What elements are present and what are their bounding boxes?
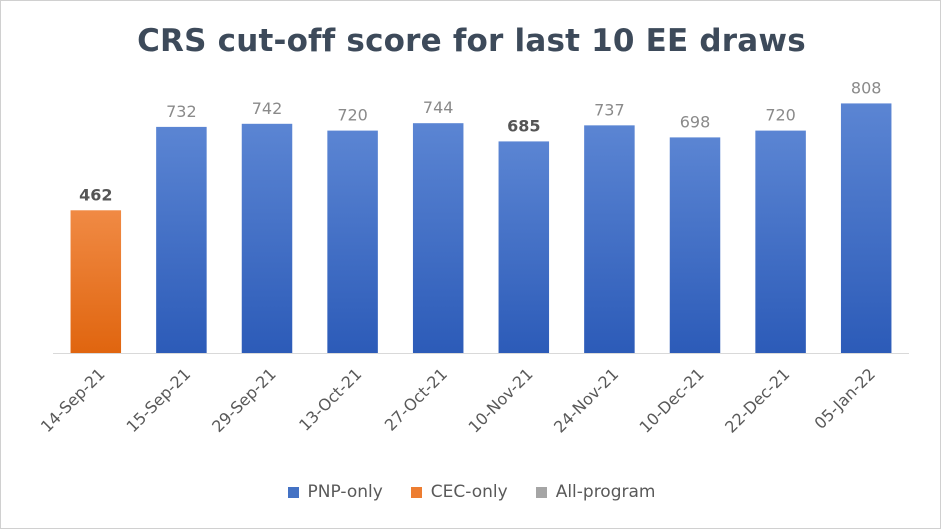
bar-24-Nov-21	[584, 125, 635, 353]
legend-swatch-pnp-only	[287, 486, 299, 498]
x-tick-label-27-Oct-21: 27-Oct-21	[381, 364, 451, 434]
bar-10-Dec-21	[669, 137, 721, 353]
legend-item-pnp-only: PNP-only	[287, 482, 383, 502]
chart-title: CRS cut-off score for last 10 EE draws	[137, 23, 806, 59]
bar-10-Nov-21	[498, 141, 550, 353]
x-tick-label-13-Oct-21: 13-Oct-21	[295, 364, 365, 434]
bar-15-Sep-21	[156, 126, 207, 353]
data-label-15-Sep-21: 732	[166, 102, 197, 121]
x-tick-labels-layer: 14-Sep-21 15-Sep-21 29-Sep-21 13-Oct-21 27-O…	[37, 364, 879, 436]
data-label-29-Sep-21: 742	[252, 99, 283, 118]
data-label-05-Jan-22: 808	[851, 78, 882, 97]
x-tick-label-22-Dec-21: 22-Dec-21	[721, 364, 793, 436]
x-tick-label-24-Nov-21: 24-Nov-21	[550, 364, 622, 436]
data-label-24-Nov-21: 737	[594, 100, 625, 119]
bar-22-Dec-21	[755, 130, 806, 353]
bar-29-Sep-21	[241, 123, 293, 353]
bar-27-Oct-21	[412, 123, 464, 353]
data-labels-layer: 462 732 742 720 744 685 737 698 720 808	[79, 78, 881, 204]
x-tick-label-10-Dec-21: 10-Dec-21	[636, 364, 708, 436]
bar-14-Sep-21	[70, 210, 122, 353]
bar-05-Jan-22	[840, 103, 892, 353]
legend-item-all-program: All-program	[535, 482, 656, 502]
x-tick-label-15-Sep-21: 15-Sep-21	[123, 364, 195, 436]
legend: PNP-only CEC-only All-program	[1, 482, 941, 502]
x-tick-label-10-Nov-21: 10-Nov-21	[464, 364, 536, 436]
legend-label-cec-only: CEC-only	[430, 482, 508, 502]
legend-item-cec-only: CEC-only	[410, 482, 508, 502]
legend-label-all-program: All-program	[555, 482, 656, 502]
data-label-10-Dec-21: 698	[680, 112, 711, 131]
x-tick-label-14-Sep-21: 14-Sep-21	[37, 364, 109, 436]
x-tick-label-29-Sep-21: 29-Sep-21	[208, 364, 280, 436]
legend-swatch-cec-only	[410, 486, 422, 498]
data-label-14-Sep-21: 462	[79, 185, 112, 204]
bars-layer	[70, 103, 892, 353]
bar-13-Oct-21	[327, 130, 378, 353]
data-label-27-Oct-21: 744	[423, 98, 454, 117]
x-tick-label-05-Jan-22: 05-Jan-22	[811, 364, 879, 432]
data-label-13-Oct-21: 720	[337, 106, 368, 125]
data-label-10-Nov-21: 685	[507, 116, 540, 135]
legend-label-pnp-only: PNP-only	[307, 482, 383, 502]
legend-swatch-all-program	[535, 486, 547, 498]
data-label-22-Dec-21: 720	[765, 106, 796, 125]
